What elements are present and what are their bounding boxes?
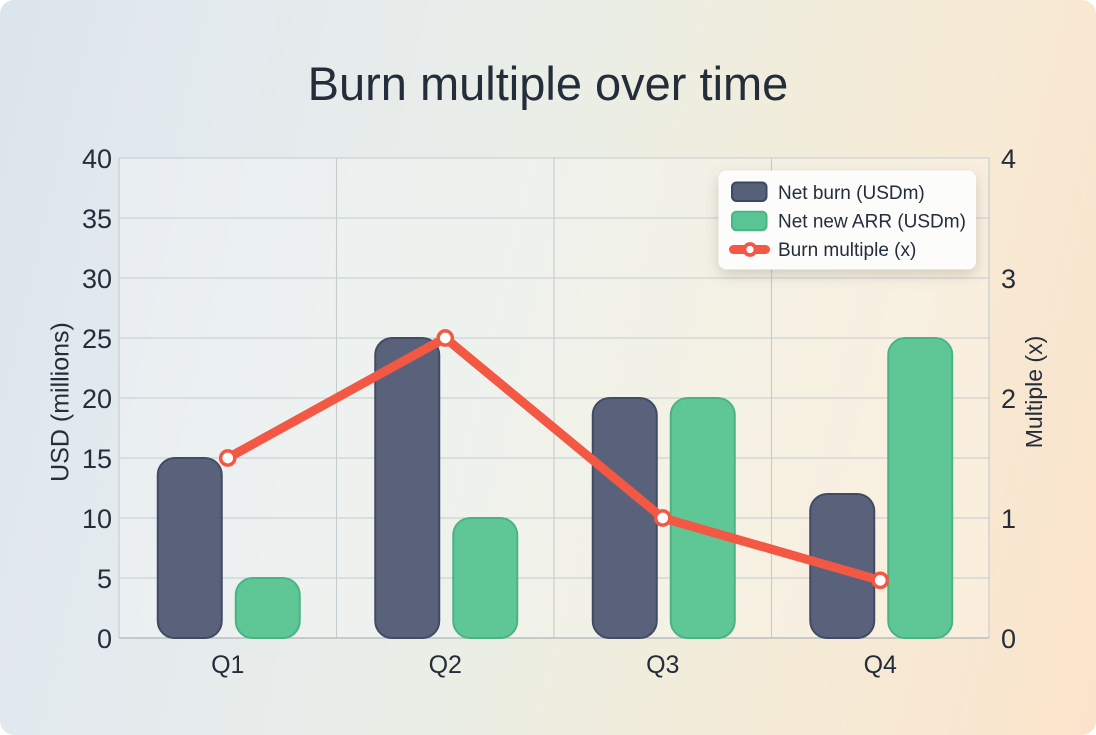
- svg-text:3: 3: [1001, 264, 1016, 294]
- svg-text:30: 30: [82, 264, 112, 294]
- svg-text:35: 35: [82, 204, 112, 234]
- svg-text:40: 40: [82, 144, 112, 174]
- svg-text:10: 10: [82, 504, 112, 534]
- svg-text:Multiple (x): Multiple (x): [1021, 336, 1047, 448]
- svg-text:5: 5: [97, 564, 112, 594]
- svg-text:25: 25: [82, 324, 112, 354]
- svg-text:Burn multiple (x): Burn multiple (x): [778, 240, 916, 261]
- svg-text:0: 0: [97, 624, 112, 654]
- svg-text:4: 4: [1001, 144, 1016, 174]
- svg-text:1: 1: [1001, 504, 1016, 534]
- svg-text:Q3: Q3: [646, 651, 679, 679]
- svg-text:2: 2: [1001, 384, 1016, 414]
- svg-text:Q4: Q4: [864, 651, 897, 679]
- svg-text:Burn multiple over time: Burn multiple over time: [308, 57, 789, 110]
- svg-text:20: 20: [82, 384, 112, 414]
- svg-text:Net new ARR (USDm): Net new ARR (USDm): [778, 212, 966, 233]
- svg-text:Q2: Q2: [429, 651, 462, 679]
- svg-text:Q1: Q1: [211, 651, 244, 679]
- svg-text:0: 0: [1001, 624, 1016, 654]
- svg-text:Net burn (USDm): Net burn (USDm): [778, 183, 925, 204]
- svg-text:15: 15: [82, 444, 112, 474]
- svg-text:USD (millions): USD (millions): [47, 322, 75, 482]
